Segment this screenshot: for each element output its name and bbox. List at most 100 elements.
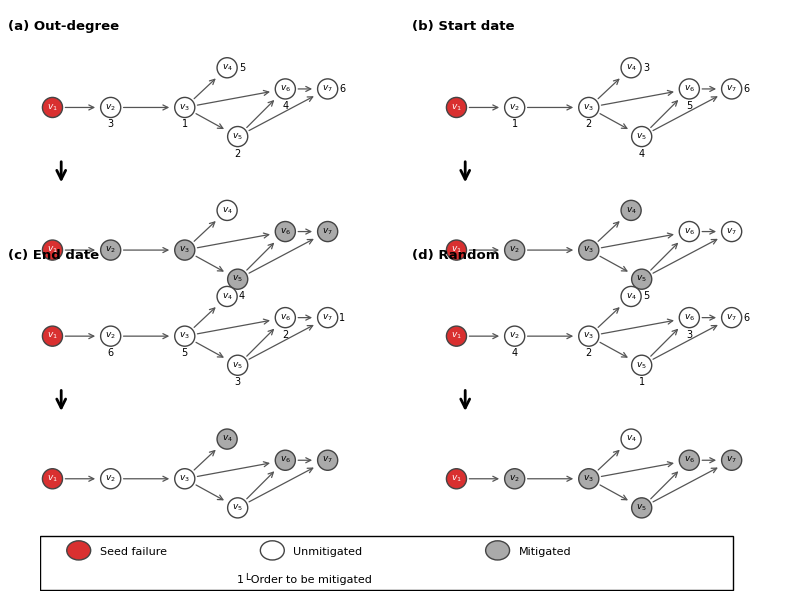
Text: 4: 4 bbox=[239, 292, 245, 302]
Text: 4: 4 bbox=[512, 348, 518, 358]
Circle shape bbox=[174, 97, 195, 118]
Text: $v_3$: $v_3$ bbox=[583, 473, 594, 484]
Text: 2: 2 bbox=[586, 348, 592, 358]
Circle shape bbox=[578, 97, 599, 118]
Text: (a) Out-degree: (a) Out-degree bbox=[8, 20, 119, 33]
Circle shape bbox=[505, 97, 525, 118]
Text: $v_6$: $v_6$ bbox=[280, 312, 291, 323]
Text: $v_4$: $v_4$ bbox=[222, 291, 233, 302]
Text: $v_2$: $v_2$ bbox=[106, 102, 116, 113]
Circle shape bbox=[174, 469, 195, 489]
Text: $v_5$: $v_5$ bbox=[232, 131, 243, 142]
Circle shape bbox=[228, 355, 248, 375]
Text: 6: 6 bbox=[339, 84, 346, 94]
Text: 2: 2 bbox=[282, 330, 289, 340]
Text: 1: 1 bbox=[182, 119, 188, 129]
Circle shape bbox=[217, 429, 237, 449]
Text: $v_5$: $v_5$ bbox=[232, 503, 243, 513]
Text: $v_4$: $v_4$ bbox=[626, 205, 637, 216]
Text: $v_4$: $v_4$ bbox=[626, 434, 637, 444]
Text: 6: 6 bbox=[743, 84, 750, 94]
Circle shape bbox=[578, 240, 599, 260]
Text: $v_6$: $v_6$ bbox=[684, 455, 695, 466]
Text: $v_1$: $v_1$ bbox=[451, 245, 462, 255]
Circle shape bbox=[275, 308, 295, 328]
Text: $v_1$: $v_1$ bbox=[451, 473, 462, 484]
Circle shape bbox=[275, 222, 295, 242]
Text: $v_6$: $v_6$ bbox=[280, 226, 291, 237]
Circle shape bbox=[217, 58, 237, 78]
Text: $v_3$: $v_3$ bbox=[179, 331, 190, 342]
Circle shape bbox=[679, 79, 699, 99]
Circle shape bbox=[722, 450, 742, 470]
Circle shape bbox=[632, 127, 652, 147]
Text: $v_1$: $v_1$ bbox=[451, 331, 462, 342]
Text: Mitigated: Mitigated bbox=[518, 546, 571, 557]
Text: $v_2$: $v_2$ bbox=[106, 331, 116, 342]
Text: 6: 6 bbox=[743, 312, 750, 323]
Text: $v_7$: $v_7$ bbox=[322, 455, 333, 466]
Text: 4: 4 bbox=[282, 101, 288, 111]
Text: $v_2$: $v_2$ bbox=[510, 473, 520, 484]
Text: $v_3$: $v_3$ bbox=[179, 245, 190, 255]
Text: (c) End date: (c) End date bbox=[8, 249, 99, 262]
Text: $v_4$: $v_4$ bbox=[626, 291, 637, 302]
Text: $v_4$: $v_4$ bbox=[222, 205, 233, 216]
Text: 5: 5 bbox=[686, 101, 693, 111]
Text: $v_4$: $v_4$ bbox=[222, 434, 233, 444]
Text: $v_7$: $v_7$ bbox=[726, 455, 737, 466]
Text: $v_1$: $v_1$ bbox=[451, 102, 462, 113]
Text: 5: 5 bbox=[642, 292, 649, 302]
Circle shape bbox=[318, 450, 338, 470]
Circle shape bbox=[42, 469, 62, 489]
Circle shape bbox=[722, 79, 742, 99]
Circle shape bbox=[505, 469, 525, 489]
Circle shape bbox=[679, 450, 699, 470]
Circle shape bbox=[486, 541, 510, 560]
Circle shape bbox=[260, 541, 284, 560]
Circle shape bbox=[578, 326, 599, 346]
Text: $v_7$: $v_7$ bbox=[322, 312, 333, 323]
FancyBboxPatch shape bbox=[40, 536, 734, 590]
Text: $v_2$: $v_2$ bbox=[106, 473, 116, 484]
Circle shape bbox=[174, 240, 195, 260]
Text: (d) Random: (d) Random bbox=[412, 249, 499, 262]
Text: 3: 3 bbox=[108, 119, 114, 129]
Text: 3: 3 bbox=[643, 63, 649, 73]
Text: $v_3$: $v_3$ bbox=[179, 102, 190, 113]
Text: $v_7$: $v_7$ bbox=[322, 84, 333, 94]
Text: 1└Order to be mitigated: 1└Order to be mitigated bbox=[237, 573, 372, 584]
Text: $v_2$: $v_2$ bbox=[510, 331, 520, 342]
Circle shape bbox=[275, 79, 295, 99]
Text: $v_5$: $v_5$ bbox=[232, 360, 243, 371]
Text: Unmitigated: Unmitigated bbox=[294, 546, 362, 557]
Circle shape bbox=[228, 498, 248, 518]
Circle shape bbox=[217, 200, 237, 220]
Circle shape bbox=[505, 240, 525, 260]
Text: $v_2$: $v_2$ bbox=[510, 245, 520, 255]
Text: $v_3$: $v_3$ bbox=[179, 473, 190, 484]
Text: $v_1$: $v_1$ bbox=[47, 102, 58, 113]
Circle shape bbox=[228, 127, 248, 147]
Text: $v_3$: $v_3$ bbox=[583, 245, 594, 255]
Circle shape bbox=[722, 308, 742, 328]
Text: $v_5$: $v_5$ bbox=[636, 360, 647, 371]
Circle shape bbox=[42, 240, 62, 260]
Text: $v_4$: $v_4$ bbox=[626, 62, 637, 73]
Circle shape bbox=[101, 469, 121, 489]
Circle shape bbox=[446, 240, 466, 260]
Circle shape bbox=[101, 240, 121, 260]
Circle shape bbox=[621, 429, 641, 449]
Text: $v_3$: $v_3$ bbox=[583, 102, 594, 113]
Text: $v_5$: $v_5$ bbox=[636, 274, 647, 285]
Circle shape bbox=[679, 308, 699, 328]
Text: $v_6$: $v_6$ bbox=[280, 84, 291, 94]
Text: 2: 2 bbox=[586, 119, 592, 129]
Circle shape bbox=[318, 308, 338, 328]
Text: 3: 3 bbox=[686, 330, 692, 340]
Text: $v_6$: $v_6$ bbox=[280, 455, 291, 466]
Text: 4: 4 bbox=[638, 148, 645, 159]
Text: $v_6$: $v_6$ bbox=[684, 312, 695, 323]
Circle shape bbox=[42, 97, 62, 118]
Circle shape bbox=[66, 541, 90, 560]
